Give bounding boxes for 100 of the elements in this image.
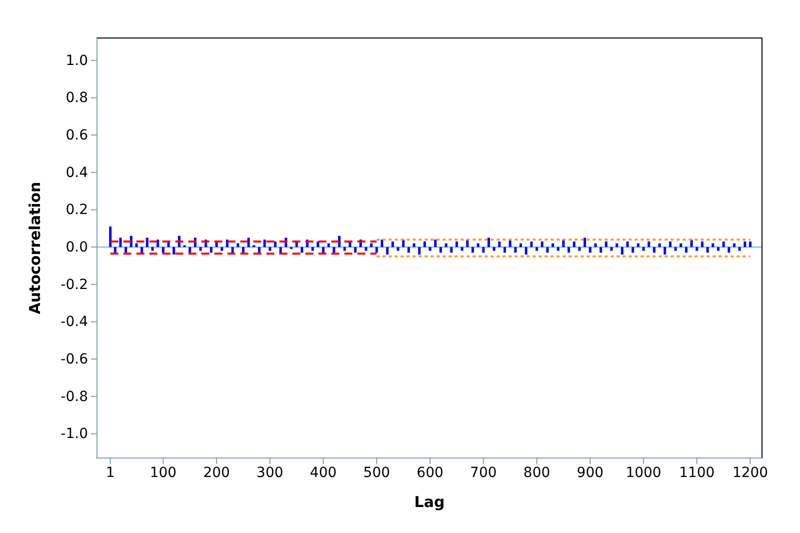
bar: [626, 241, 629, 248]
x-tick-label: 400: [310, 464, 337, 481]
x-tick-label: 500: [363, 464, 390, 481]
bar: [396, 247, 400, 251]
bar: [700, 241, 704, 248]
bar: [674, 247, 677, 251]
x-tick-label: 200: [203, 464, 230, 481]
bar: [439, 247, 442, 253]
bar: [375, 247, 378, 253]
bar: [680, 243, 682, 248]
x-tick-label: 1: [106, 464, 115, 481]
bar: [434, 240, 437, 248]
bar: [658, 243, 661, 248]
bar: [460, 247, 464, 251]
bar: [696, 247, 698, 251]
y-tick-label: 1.0: [66, 52, 88, 69]
bar: [684, 247, 688, 253]
bar: [418, 247, 421, 255]
bar: [604, 241, 608, 248]
bar: [636, 243, 640, 248]
bar: [407, 247, 410, 253]
y-tick-label: 0.6: [66, 128, 88, 144]
bar: [594, 243, 597, 248]
x-tick-label: 800: [523, 464, 550, 481]
bar: [268, 247, 272, 251]
bar: [546, 247, 549, 253]
bar: [220, 247, 224, 251]
bar: [616, 243, 618, 248]
bar: [572, 241, 576, 248]
bar: [536, 247, 538, 251]
y-tick-label: 0.4: [66, 164, 88, 181]
bar: [738, 247, 741, 251]
bar: [327, 243, 330, 248]
bar: [300, 247, 304, 253]
bar: [236, 243, 240, 248]
bar: [391, 241, 394, 248]
bar: [423, 241, 426, 248]
bar: [450, 247, 453, 253]
bar: [716, 247, 720, 251]
bar: [135, 243, 138, 248]
bar: [380, 240, 384, 248]
bar: [706, 247, 709, 253]
bar: [556, 247, 560, 251]
bar: [492, 247, 496, 251]
y-tick-label: 0.2: [66, 202, 88, 218]
bar: [258, 247, 260, 253]
bar: [744, 241, 746, 248]
bar: [498, 241, 501, 248]
bar: [482, 247, 485, 253]
bar: [386, 247, 389, 255]
y-tick-label: -1.0: [60, 426, 88, 442]
x-tick-label: 600: [416, 464, 444, 481]
bar: [370, 243, 373, 248]
bar: [520, 243, 522, 248]
bar: [584, 238, 586, 248]
x-tick-label: 100: [150, 464, 177, 481]
bar: [242, 247, 244, 253]
bar: [642, 247, 645, 251]
x-tick-label: 1100: [679, 464, 715, 481]
bar: [428, 247, 432, 251]
bar: [311, 247, 314, 251]
y-tick-label: -0.4: [60, 314, 88, 330]
bar: [540, 241, 544, 248]
y-tick-label: 0.0: [66, 240, 88, 256]
bar: [514, 247, 517, 253]
bar: [568, 247, 570, 253]
bar: [632, 247, 634, 253]
bar: [188, 247, 192, 253]
bar: [210, 247, 212, 253]
bar: [610, 247, 613, 251]
bar: [530, 241, 533, 248]
bar: [578, 247, 581, 251]
bar: [504, 247, 506, 253]
bar: [247, 238, 250, 248]
bar: [274, 241, 277, 248]
bar: [524, 247, 528, 255]
y-axis-title: Autocorrelation: [26, 182, 44, 314]
bar: [668, 241, 672, 248]
bar: [172, 247, 176, 255]
y-tick-label: 0.8: [66, 90, 88, 106]
x-tick-label: 1000: [626, 464, 662, 481]
x-tick-label: 1200: [732, 464, 768, 481]
bar: [664, 247, 666, 255]
bar: [146, 238, 148, 248]
bar: [712, 243, 714, 248]
bar: [151, 247, 154, 251]
bar: [199, 247, 202, 251]
bar: [722, 241, 725, 248]
bar: [364, 247, 368, 251]
x-tick-label: 700: [470, 464, 497, 481]
bar: [263, 240, 266, 248]
x-axis-title: Lag: [414, 493, 445, 511]
bar: [652, 247, 656, 253]
bar: [648, 241, 650, 248]
bar: [732, 243, 736, 248]
bar: [332, 247, 336, 253]
bar: [343, 247, 346, 251]
bar: [455, 241, 458, 248]
y-tick-label: -0.6: [60, 352, 88, 368]
x-tick-label: 900: [576, 464, 604, 481]
